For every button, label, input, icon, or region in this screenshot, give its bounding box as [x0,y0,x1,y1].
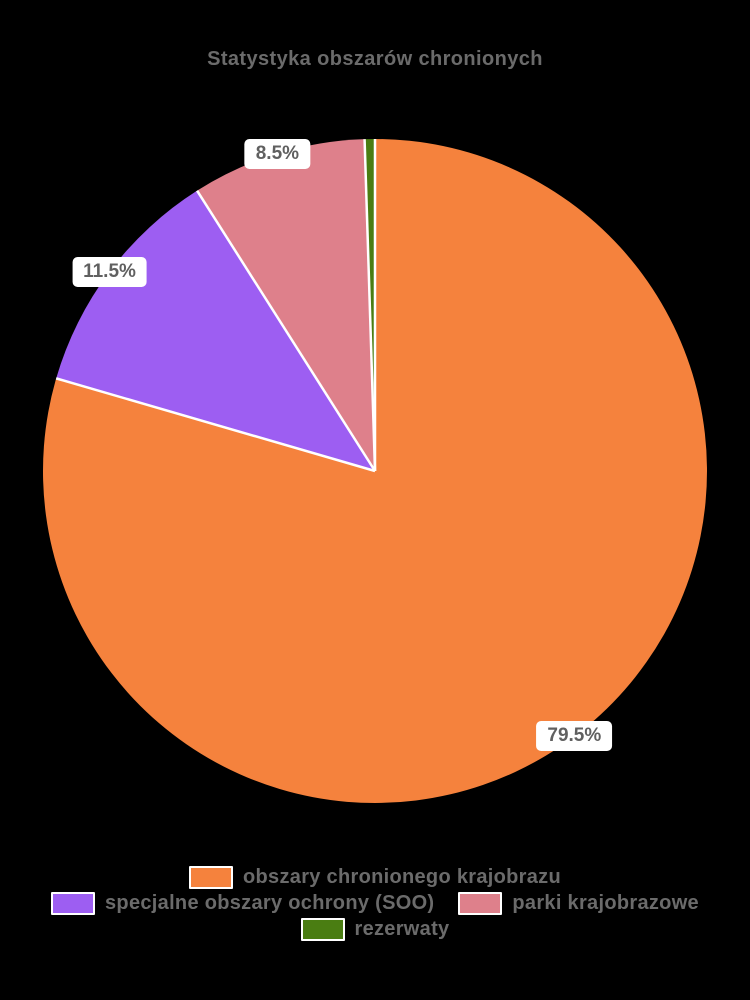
legend-item-obszary-chronionego-krajobrazu[interactable]: obszary chronionego krajobrazu [189,866,561,889]
legend-item-rezerwaty[interactable]: rezerwaty [300,918,450,941]
slice-separator [55,377,376,473]
legend-label: rezerwaty [354,918,450,940]
legend-label: parki krajobrazowe [512,892,699,914]
legend-item-specjalne-obszary-ochrony[interactable]: specjalne obszary ochrony (SOO) [51,892,434,915]
percent-label-specjalne-obszary-ochrony: 11.5% [72,256,147,287]
legend-swatch-pink-icon [458,892,503,915]
legend-row-2: specjalne obszary ochrony (SOO) parki kr… [51,892,699,915]
percent-label-obszary-chronionego-krajobrazu: 79.5% [536,721,613,752]
legend-item-parki-krajobrazowe[interactable]: parki krajobrazowe [458,892,699,915]
legend: obszary chronionego krajobrazu specjalne… [0,866,750,941]
legend-label: specjalne obszary ochrony (SOO) [105,892,435,914]
pie-slice-2[interactable] [197,139,375,471]
legend-swatch-purple-icon [51,892,95,915]
slice-separator [196,190,377,472]
legend-row-3: rezerwaty [300,918,450,941]
legend-swatch-green-icon [300,918,345,941]
legend-row-1: obszary chronionego krajobrazu [189,866,561,889]
legend-swatch-orange-icon [189,866,234,889]
chart-title: Statystyka obszarów chronionych [207,48,543,70]
legend-label: obszary chronionego krajobrazu [243,866,561,888]
percent-label-parki-krajobrazowe: 8.5% [244,138,311,169]
slice-separator [363,139,377,472]
